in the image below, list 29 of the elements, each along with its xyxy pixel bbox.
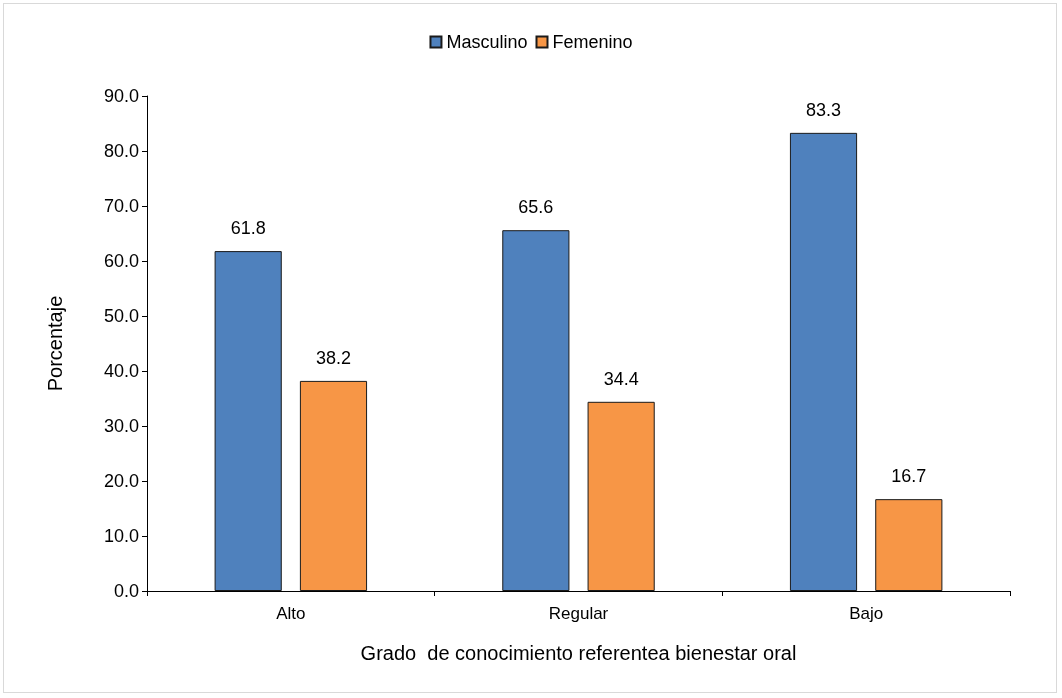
data-label: 65.6 <box>518 197 554 218</box>
y-tick-label: 90.0 <box>103 86 139 106</box>
data-label: 16.7 <box>891 466 927 487</box>
data-label: 61.8 <box>230 218 266 239</box>
y-tick-label: 30.0 <box>103 416 139 436</box>
x-tick-label: Alto <box>276 604 306 623</box>
bar <box>789 132 858 591</box>
y-tick-label: 80.0 <box>103 141 139 161</box>
legend-label: Masculino <box>446 32 528 52</box>
y-tick-label: 50.0 <box>103 306 139 326</box>
bar <box>502 230 570 591</box>
y-axis-title: Porcentaje <box>44 295 66 392</box>
x-tick-label: Regular <box>548 604 609 623</box>
bar <box>299 380 368 591</box>
legend-label: Femenino <box>552 32 633 52</box>
y-tick-label: 0.0 <box>113 581 139 601</box>
data-label: 38.2 <box>315 347 352 368</box>
bar <box>875 499 943 591</box>
bar <box>214 251 282 591</box>
x-axis-title: Grado de conocimiento referentea bienestar oral <box>360 642 797 664</box>
y-tick-label: 10.0 <box>103 526 139 546</box>
y-tick-label: 40.0 <box>103 361 139 381</box>
y-tick-label: 60.0 <box>103 251 139 271</box>
y-tick-label: 70.0 <box>103 196 139 216</box>
data-label: 83.3 <box>805 99 842 120</box>
data-label: 34.4 <box>603 368 639 389</box>
y-tick-label: 20.0 <box>103 471 139 491</box>
bar <box>587 401 655 591</box>
x-tick-label: Bajo <box>849 604 884 623</box>
